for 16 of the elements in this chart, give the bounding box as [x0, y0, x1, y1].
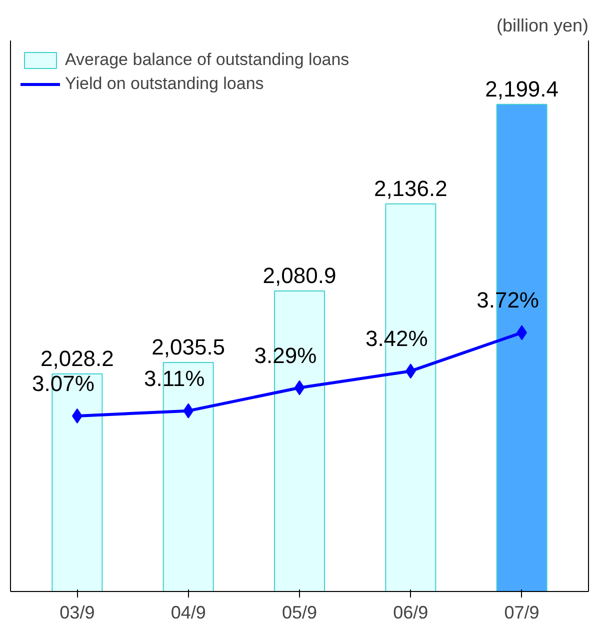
point	[183, 403, 194, 418]
point	[405, 364, 416, 379]
text: (billion yen)	[496, 16, 589, 36]
x-tick-label: 03/9	[60, 602, 95, 622]
legend-label: Yield on outstanding loans	[65, 74, 264, 94]
data-label: 2,080.9	[262, 262, 336, 288]
data-label: 2,028.2	[40, 346, 114, 371]
data-label: 2,199.4	[485, 76, 559, 102]
x-tick-label: 06/9	[393, 602, 428, 622]
data-label: 2,035.5	[152, 334, 226, 360]
data-label: 2,136.2	[374, 176, 448, 201]
point	[294, 380, 305, 396]
x-tick-label: 04/9	[170, 602, 206, 622]
x-tick-label: 07/9	[504, 602, 540, 622]
legend-label: Average balance of outstanding loans	[65, 50, 350, 70]
x-tick-label: 05/9	[282, 602, 318, 622]
